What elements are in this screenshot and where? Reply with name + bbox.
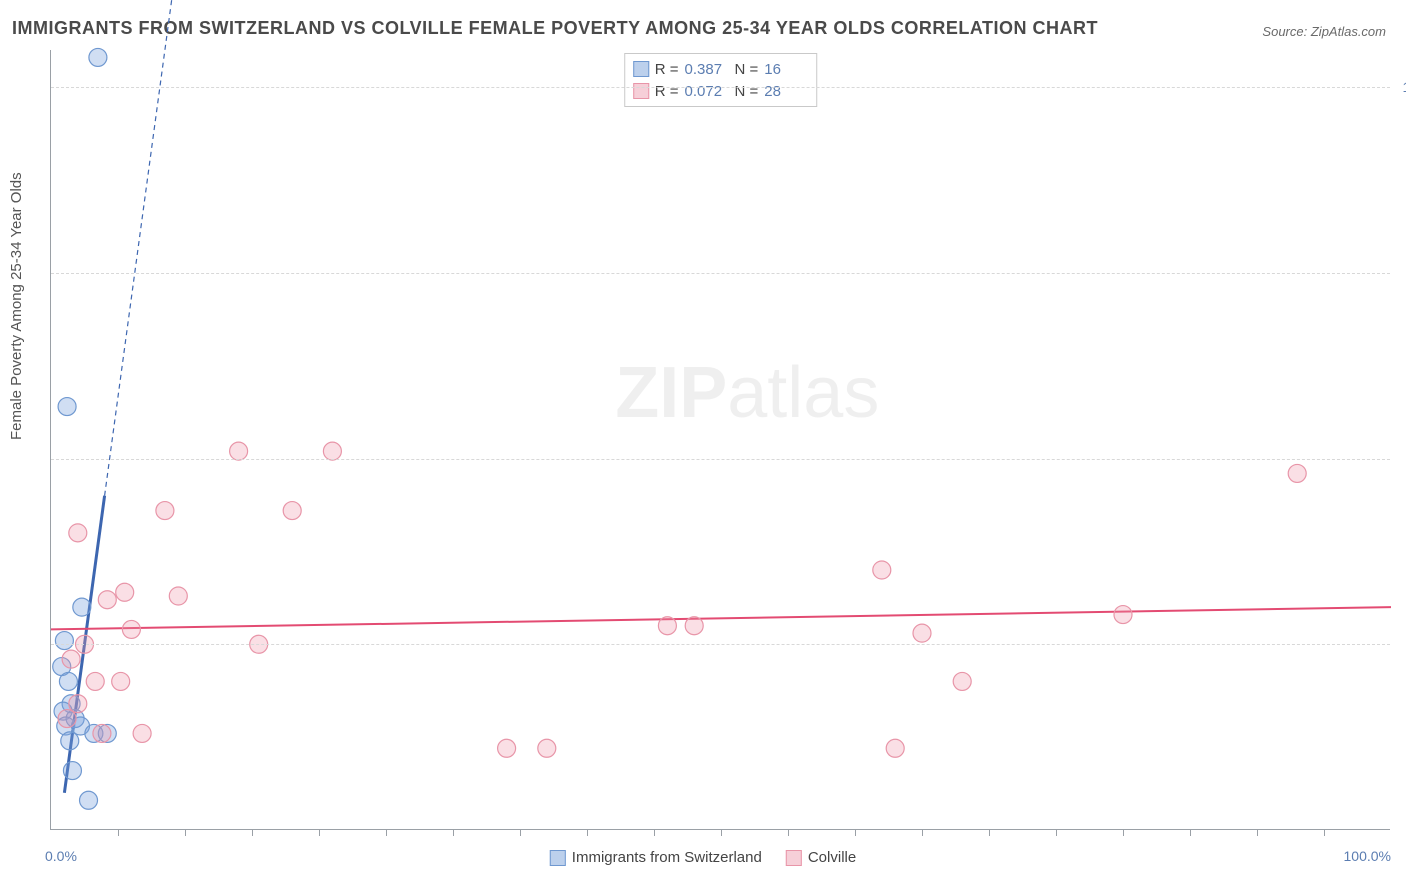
data-point [62, 650, 80, 668]
legend-swatch [633, 61, 649, 77]
x-tick [185, 829, 186, 836]
y-tick-label: 100.0% [1395, 79, 1406, 95]
data-point [658, 617, 676, 635]
data-point [873, 561, 891, 579]
x-tick [118, 829, 119, 836]
legend-swatch [633, 83, 649, 99]
data-point [133, 724, 151, 742]
legend-swatch [550, 850, 566, 866]
x-tick [587, 829, 588, 836]
legend-item: Immigrants from Switzerland [550, 849, 762, 866]
legend-swatch [786, 850, 802, 866]
legend-series: Immigrants from Switzerland Colville [550, 849, 856, 866]
x-tick [654, 829, 655, 836]
data-point [953, 672, 971, 690]
data-point [63, 762, 81, 780]
x-tick [1257, 829, 1258, 836]
data-point [69, 524, 87, 542]
x-tick [855, 829, 856, 836]
data-point [58, 710, 76, 728]
x-tick [319, 829, 320, 836]
legend-r-label: R = [655, 83, 679, 100]
data-point [283, 502, 301, 520]
x-tick [721, 829, 722, 836]
x-tick [788, 829, 789, 836]
legend-row: R = 0.072 N = 28 [633, 80, 809, 102]
data-point [112, 672, 130, 690]
scatter-svg [51, 50, 1390, 829]
x-tick [453, 829, 454, 836]
data-point [98, 591, 116, 609]
legend-r-value: 0.387 [685, 61, 729, 78]
x-tick [1123, 829, 1124, 836]
legend-label: Colville [808, 849, 856, 866]
legend-correlation: R = 0.387 N = 16 R = 0.072 N = 28 [624, 53, 818, 107]
gridline [51, 644, 1390, 645]
data-point [886, 739, 904, 757]
legend-label: Immigrants from Switzerland [572, 849, 762, 866]
trend-line [51, 607, 1391, 629]
legend-r-label: R = [655, 61, 679, 78]
x-tick [1190, 829, 1191, 836]
legend-item: Colville [786, 849, 856, 866]
data-point [116, 583, 134, 601]
y-tick-label: 50.0% [1395, 451, 1406, 467]
x-tick [1056, 829, 1057, 836]
data-point [59, 672, 77, 690]
data-point [86, 672, 104, 690]
x-tick [252, 829, 253, 836]
legend-n-label: N = [735, 83, 759, 100]
data-point [230, 442, 248, 460]
data-point [61, 732, 79, 750]
legend-row: R = 0.387 N = 16 [633, 58, 809, 80]
data-point [73, 598, 91, 616]
y-tick-label: 25.0% [1395, 636, 1406, 652]
x-tick [520, 829, 521, 836]
data-point [93, 724, 111, 742]
data-point [169, 587, 187, 605]
data-point [80, 791, 98, 809]
trend-extension [105, 0, 185, 496]
x-tick [1324, 829, 1325, 836]
x-axis-end-label: 100.0% [1344, 848, 1391, 864]
data-point [1288, 464, 1306, 482]
data-point [122, 620, 140, 638]
plot-area: ZIPatlas R =0.387N =16R =0.072N =28 25.0… [50, 50, 1390, 830]
legend-r-value: 0.072 [685, 83, 729, 100]
source-label: Source: [1262, 24, 1307, 39]
data-point [156, 502, 174, 520]
data-point [685, 617, 703, 635]
data-point [1114, 606, 1132, 624]
gridline [51, 459, 1390, 460]
legend-n-value: 28 [764, 83, 808, 100]
legend-n-value: 16 [764, 61, 808, 78]
data-point [913, 624, 931, 642]
gridline [51, 87, 1390, 88]
data-point [538, 739, 556, 757]
x-tick [922, 829, 923, 836]
data-point [89, 48, 107, 66]
data-point [55, 632, 73, 650]
legend-n-label: N = [735, 61, 759, 78]
data-point [323, 442, 341, 460]
y-tick-label: 75.0% [1395, 265, 1406, 281]
chart-title: IMMIGRANTS FROM SWITZERLAND VS COLVILLE … [12, 18, 1098, 39]
x-axis-start-label: 0.0% [45, 848, 77, 864]
data-point [69, 695, 87, 713]
source-attribution: Source: ZipAtlas.com [1262, 24, 1386, 39]
source-value: ZipAtlas.com [1311, 24, 1386, 39]
gridline [51, 273, 1390, 274]
x-tick [989, 829, 990, 836]
y-axis-label: Female Poverty Among 25-34 Year Olds [8, 172, 25, 440]
data-point [58, 398, 76, 416]
x-tick [386, 829, 387, 836]
data-point [498, 739, 516, 757]
